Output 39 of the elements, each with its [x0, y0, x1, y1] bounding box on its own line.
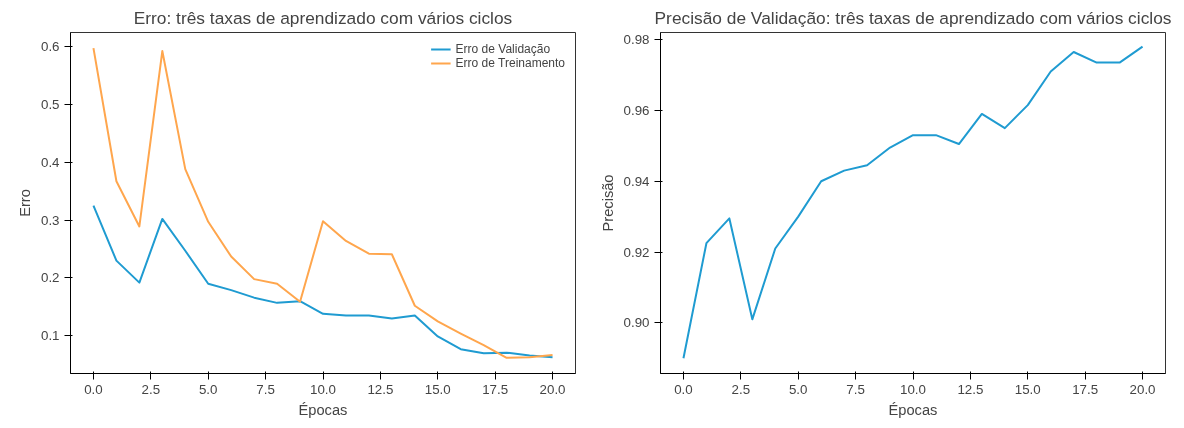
- y-tick-label: 0.94: [623, 173, 651, 189]
- legend-label: Erro de Validação: [455, 42, 551, 56]
- chart-title: Precisão de Validação: três taxas de aprendizado com vários ciclos: [654, 7, 1172, 28]
- chart-title: Erro: três taxas de aprendizado com vários ciclos: [133, 7, 513, 28]
- x-tick-label: 10.0: [900, 381, 926, 397]
- x-tick-label: 7.5: [846, 381, 865, 397]
- y-tick-label: 0.1: [40, 328, 60, 344]
- x-tick-label: 20.0: [1129, 381, 1156, 397]
- y-tick-label: 0.2: [40, 270, 60, 286]
- x-tick-label: 5.0: [788, 381, 808, 397]
- y-tick-label: 0.96: [623, 102, 650, 118]
- x-tick-label: 15.0: [1014, 381, 1041, 397]
- x-tick-label: 7.5: [256, 381, 275, 397]
- y-tick-label: 0.92: [623, 244, 650, 260]
- legend-label: Erro de Treinamento: [455, 56, 565, 70]
- y-tick-label: 0.6: [40, 38, 60, 54]
- x-tick-label: 12.5: [367, 381, 394, 397]
- x-tick-label: 20.0: [539, 381, 566, 397]
- line-series: [682, 45, 1144, 360]
- x-tick-label: 10.0: [310, 381, 336, 397]
- x-tick-label: 2.5: [141, 381, 161, 397]
- x-axis-title: Épocas: [888, 401, 938, 418]
- x-tick-label: 0.0: [674, 381, 693, 397]
- y-tick-label: 0.3: [40, 212, 60, 228]
- x-tick-label: 5.0: [198, 381, 218, 397]
- x-axis-title: Épocas: [298, 401, 348, 418]
- x-tick-label: 15.0: [424, 381, 451, 397]
- x-tick-label: 17.5: [482, 381, 509, 397]
- x-tick-label: 2.5: [731, 381, 751, 397]
- y-tick-label: 0.5: [40, 96, 60, 112]
- y-tick-label: 0.98: [623, 32, 650, 48]
- y-tick-label: 0.90: [623, 315, 650, 331]
- x-tick-label: 17.5: [1072, 381, 1099, 397]
- x-tick-label: 0.0: [84, 381, 103, 397]
- y-axis-title: Precisão: [599, 174, 616, 232]
- x-tick-label: 12.5: [957, 381, 984, 397]
- y-axis-title: Erro: [16, 189, 33, 217]
- y-tick-label: 0.4: [40, 154, 61, 170]
- line-series: [92, 204, 554, 359]
